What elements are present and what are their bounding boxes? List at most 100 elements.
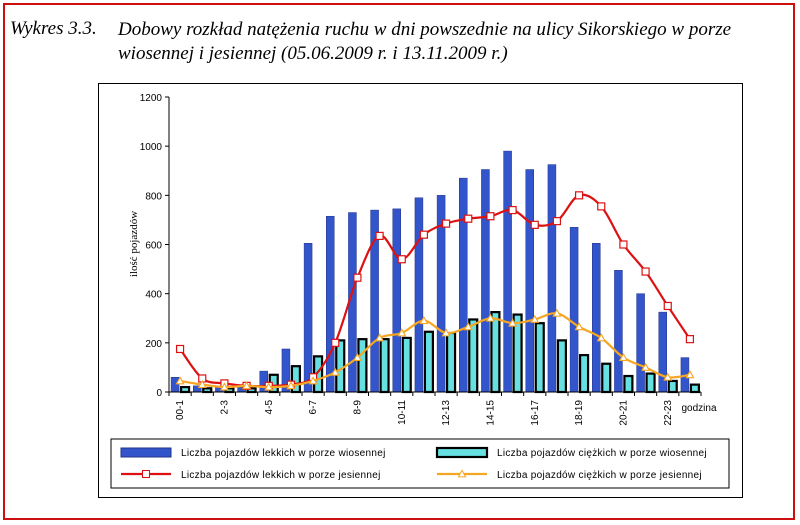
marker-light-autumn: [464, 214, 473, 223]
y-tick-label: 600: [145, 241, 162, 252]
legend-label: Liczba pojazdów ciężkich w porze wiosenn…: [497, 448, 707, 459]
marker-heavy-autumn: [219, 382, 229, 391]
bar-heavy-spring: [423, 330, 434, 394]
marker-heavy-autumn: [485, 313, 495, 322]
bar-heavy-spring: [202, 387, 213, 394]
bar-light-spring: [636, 293, 645, 393]
bar-light-spring: [459, 177, 468, 393]
chart-container: 0 200 400 600 800 1000 1200 00-1 2-3 4-5 6-7 8-9 10-…: [98, 83, 743, 498]
marker-light-autumn: [441, 219, 451, 228]
legend: Liczba pojazdów lekkich w porze wiosenne…: [110, 438, 730, 489]
marker-heavy-autumn: [641, 362, 651, 371]
y-tick-label: 200: [145, 339, 162, 350]
marker-heavy-autumn: [308, 376, 318, 385]
marker-heavy-autumn: [441, 328, 451, 337]
bar-light-spring: [303, 243, 313, 393]
bar-light-spring: [392, 208, 401, 393]
bar-heavy-spring: [335, 339, 346, 394]
marker-heavy-autumn: [552, 308, 562, 317]
legend-swatch-heavy-spring: [435, 446, 489, 459]
marker-light-autumn: [175, 344, 185, 354]
line-heavy-autumn: [179, 312, 691, 389]
marker-heavy-autumn: [197, 379, 207, 389]
bar-light-spring: [326, 215, 335, 393]
bar-light-spring: [414, 197, 424, 393]
marker-light-autumn: [597, 202, 606, 211]
x-tick-label: 16-17: [530, 400, 541, 426]
bar-light-spring: [170, 377, 180, 393]
marker-light-autumn: [641, 267, 650, 276]
marker-light-autumn: [574, 191, 584, 200]
marker-heavy-autumn: [264, 382, 274, 391]
bar-heavy-spring: [468, 318, 479, 394]
bar-heavy-spring: [445, 331, 457, 394]
axes-layer: 0 200 400 600 800 1000 1200 00-1 2-3 4-5 6-7 8-9 10-…: [140, 93, 702, 426]
legend-label: Liczba pojazdów lekkich w porze jesienne…: [181, 470, 381, 481]
x-tick-label: 8-9: [352, 400, 363, 415]
bar-heavy-spring: [379, 338, 390, 394]
x-tick-label: 14-15: [485, 400, 496, 426]
marker-light-autumn: [508, 205, 517, 215]
bar-heavy-spring: [556, 339, 567, 394]
marker-heavy-autumn: [397, 328, 407, 337]
marker-heavy-autumn: [463, 322, 473, 331]
marker-heavy-autumn: [175, 376, 185, 385]
bar-light-spring: [481, 169, 490, 393]
bar-heavy-spring: [534, 322, 545, 394]
marker-heavy-autumn: [286, 381, 296, 390]
bar-heavy-spring: [623, 374, 634, 394]
y-tick-label: 1200: [140, 93, 163, 104]
y-tick-label: 800: [145, 191, 162, 202]
marker-light-autumn: [530, 220, 539, 229]
bar-light-spring: [569, 227, 579, 393]
y-tick-label: 0: [156, 388, 162, 399]
bar-heavy-spring: [179, 385, 191, 394]
marker-light-autumn: [375, 231, 384, 240]
legend-marker-heavy-autumn: [457, 469, 467, 478]
marker-light-autumn: [619, 240, 628, 249]
x-tick-label: 22-23: [663, 400, 674, 426]
figure-caption-number: Wykres 3.3.: [10, 18, 97, 39]
x-tick-label: 4-5: [264, 400, 275, 415]
marker-heavy-autumn: [574, 322, 584, 331]
x-tick-label: 20-21: [618, 400, 629, 426]
x-tick-label: 18-19: [574, 400, 585, 426]
legend-box: [110, 438, 730, 489]
marker-heavy-autumn: [618, 352, 628, 362]
bar-light-spring: [614, 270, 623, 393]
x-axis-label: godzina: [681, 403, 716, 414]
marker-light-autumn: [331, 338, 340, 347]
bar-light-spring: [547, 164, 557, 393]
marker-heavy-autumn: [352, 352, 362, 362]
marker-light-autumn: [486, 212, 495, 221]
marker-light-autumn: [552, 217, 562, 226]
bar-heavy-spring: [401, 336, 412, 394]
marker-light-autumn: [397, 255, 406, 264]
y-axis-label: ilość pojazdów: [128, 211, 140, 277]
y-tick-label: 400: [145, 290, 162, 301]
line-light-autumn: [179, 193, 691, 388]
bar-light-spring: [592, 243, 601, 393]
bar-light-spring: [525, 169, 534, 393]
legend-swatch-light-spring: [120, 447, 172, 458]
bar-heavy-spring: [357, 338, 368, 394]
bar-heavy-spring: [578, 354, 590, 394]
bar-light-spring: [503, 150, 512, 393]
x-tick-label: 6-7: [308, 400, 319, 415]
x-tick-label: 10-11: [397, 400, 408, 425]
marker-light-autumn: [685, 335, 695, 344]
marker-heavy-autumn: [685, 370, 695, 379]
marker-heavy-autumn: [419, 315, 429, 325]
bar-heavy-spring: [645, 372, 656, 394]
legend-marker-light-autumn: [142, 470, 150, 478]
marker-heavy-autumn: [508, 318, 518, 327]
marker-heavy-autumn: [330, 367, 340, 376]
chart-svg: 0 200 400 600 800 1000 1200 00-1 2-3 4-5 6-7 8-9 10-…: [110, 93, 730, 489]
bar-heavy-spring: [667, 379, 678, 394]
marker-heavy-autumn: [242, 381, 252, 390]
bar-heavy-spring: [689, 383, 700, 394]
lines-layer: [175, 191, 695, 391]
y-tick-label: 1000: [140, 142, 163, 153]
marker-heavy-autumn: [663, 372, 673, 381]
marker-heavy-autumn: [596, 333, 606, 342]
